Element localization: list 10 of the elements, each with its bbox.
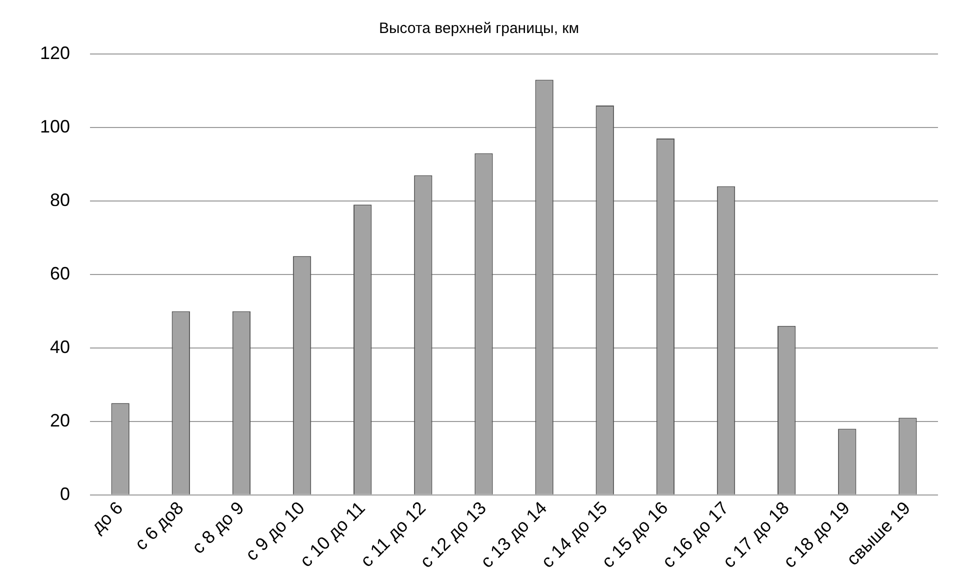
y-tick-label: 60 <box>50 263 70 284</box>
chart-title: Высота верхней границы, км <box>378 20 580 38</box>
y-tick-label: 20 <box>50 410 70 430</box>
y-tick-label: 0 <box>60 484 70 504</box>
x-tick-label: с 8 до 9 <box>188 498 248 558</box>
y-tick-label: 80 <box>50 190 70 210</box>
x-tick-label: до 6 <box>87 498 127 538</box>
y-tick-label: 40 <box>50 336 70 357</box>
y-tick-label: 120 <box>40 42 70 63</box>
y-tick-label: 100 <box>40 116 70 136</box>
